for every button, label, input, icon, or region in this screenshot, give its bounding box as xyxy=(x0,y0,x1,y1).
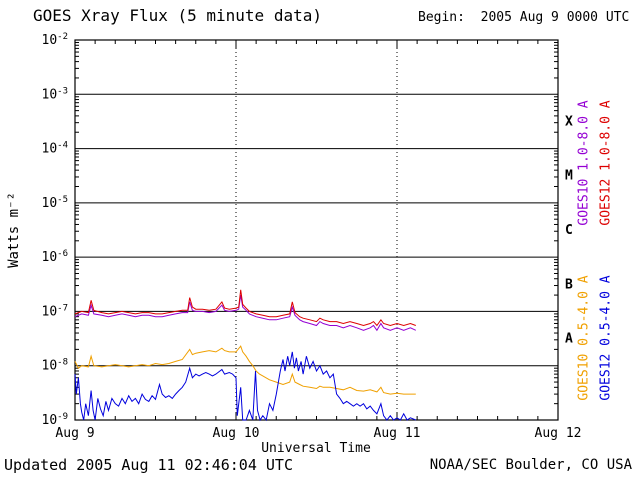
legend-goes12-short: GOES12 0.5-4.0 A xyxy=(598,275,614,401)
y-tick-label: 10-8 xyxy=(42,358,69,374)
y-tick-label: 10-5 xyxy=(42,195,69,211)
series-goes12-1-0-8-0-a xyxy=(74,289,416,327)
legend-goes10-long: GOES10 1.0-8.0 A xyxy=(576,100,592,226)
x-tick-label: Aug 12 xyxy=(535,426,582,441)
y-tick-label: 10-9 xyxy=(42,412,69,428)
chart-title: GOES Xray Flux (5 minute data) xyxy=(33,6,322,25)
x-axis-label: Universal Time xyxy=(261,441,371,456)
credit-text: NOAA/SEC Boulder, CO USA xyxy=(429,457,632,473)
legend-goes10-short: GOES10 0.5-4.0 A xyxy=(576,275,592,401)
legend-goes12-long: GOES12 1.0-8.0 A xyxy=(598,100,614,226)
updated-timestamp: Updated 2005 Aug 11 02:46:04 UTC xyxy=(4,456,293,474)
series-goes10-1-0-8-0-a xyxy=(74,295,417,332)
flare-class-label: C xyxy=(565,223,573,238)
y-tick-label: 10-7 xyxy=(42,303,69,319)
flare-class-label: A xyxy=(565,332,573,347)
y-axis-label: Watts m⁻² xyxy=(6,192,22,268)
x-tick-label: Aug 9 xyxy=(55,426,94,441)
flare-class-label: M xyxy=(565,169,573,184)
y-tick-label: 10-2 xyxy=(42,32,69,48)
y-tick-label: 10-4 xyxy=(42,141,69,157)
x-tick-label: Aug 10 xyxy=(213,426,260,441)
series-goes10-0-5-4-0-a xyxy=(74,345,416,395)
plot-frame xyxy=(74,39,559,421)
begin-time: Begin: 2005 Aug 9 0000 UTC xyxy=(418,10,630,25)
flare-class-label: X xyxy=(565,114,573,129)
x-tick-label: Aug 11 xyxy=(374,426,421,441)
y-tick-label: 10-6 xyxy=(42,249,69,265)
y-tick-label: 10-3 xyxy=(42,86,69,102)
flare-class-label: B xyxy=(565,277,573,292)
series-goes12-0-5-4-0-a xyxy=(74,351,416,422)
